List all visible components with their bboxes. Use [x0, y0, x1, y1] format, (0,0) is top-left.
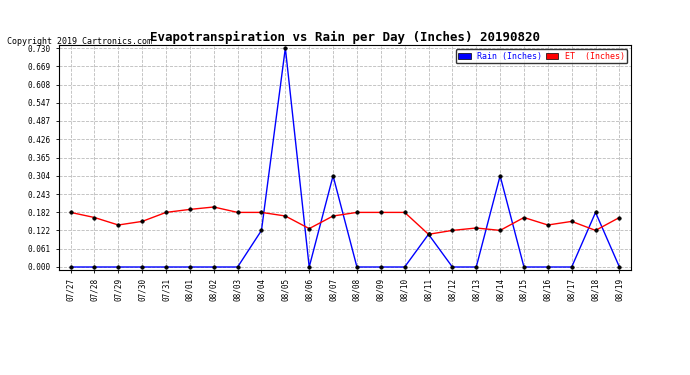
Title: Evapotranspiration vs Rain per Day (Inches) 20190820: Evapotranspiration vs Rain per Day (Inch…: [150, 31, 540, 44]
Legend: Rain (Inches), ET  (Inches): Rain (Inches), ET (Inches): [455, 49, 627, 63]
Text: Copyright 2019 Cartronics.com: Copyright 2019 Cartronics.com: [7, 38, 152, 46]
